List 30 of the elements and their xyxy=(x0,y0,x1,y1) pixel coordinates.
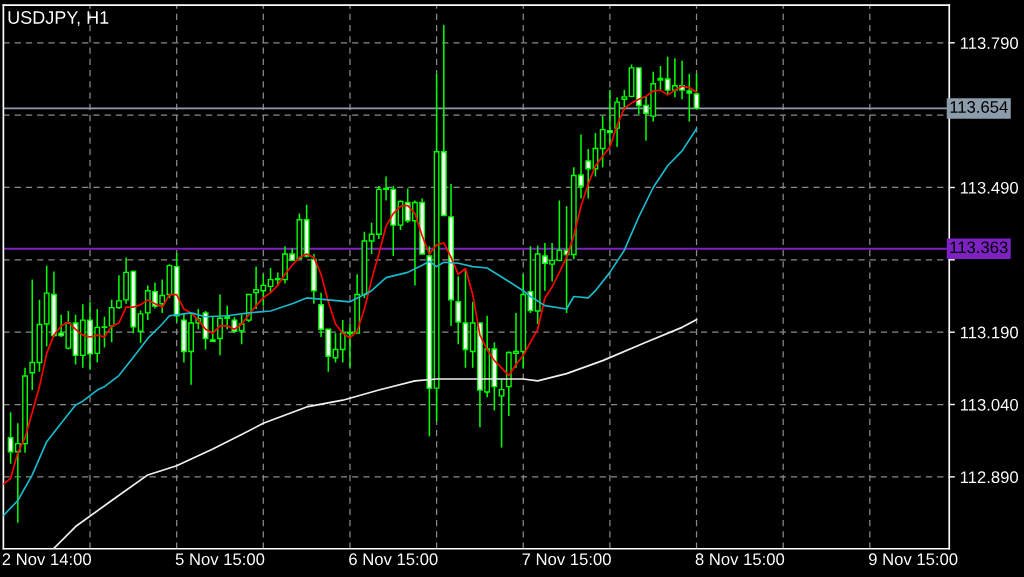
x-tick-label: 2 Nov 14:00 xyxy=(2,553,91,566)
candlestick xyxy=(101,315,108,349)
candlestick xyxy=(209,315,216,343)
candlestick xyxy=(455,275,462,346)
chart-title: USDJPY, H1 xyxy=(8,11,109,27)
candlestick xyxy=(498,378,505,449)
candlestick xyxy=(173,252,180,323)
candlestick xyxy=(657,65,664,91)
ref-line-label: 113.363 xyxy=(950,241,1008,254)
y-tick-label: 113.190 xyxy=(960,326,1019,339)
x-tick-label: 8 Nov 15:00 xyxy=(695,553,785,566)
ref-line-label: 113.654 xyxy=(950,101,1008,113)
x-tick-label: 7 Nov 15:00 xyxy=(522,553,611,566)
line-series xyxy=(53,318,698,549)
x-tick-label: 9 Nov 15:00 xyxy=(868,553,958,566)
x-tick-label: 5 Nov 15:00 xyxy=(175,553,265,566)
candlestick xyxy=(585,148,592,200)
candlestick xyxy=(448,183,454,327)
y-tick-label: 112.890 xyxy=(960,471,1019,484)
candlestick xyxy=(22,367,28,454)
line-series xyxy=(3,85,698,485)
y-tick-label: 113.790 xyxy=(960,37,1019,50)
x-tick-label: 6 Nov 15:00 xyxy=(349,553,438,566)
candlestick xyxy=(274,271,281,287)
candlestick xyxy=(614,96,621,148)
candlestick xyxy=(29,278,36,391)
line-series xyxy=(3,127,698,517)
y-tick-label: 113.490 xyxy=(960,181,1019,194)
candlestick xyxy=(426,245,433,438)
y-tick-label: 113.040 xyxy=(960,398,1019,411)
